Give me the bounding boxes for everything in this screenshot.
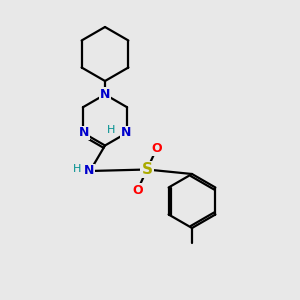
Text: H: H xyxy=(106,125,115,135)
Text: N: N xyxy=(84,164,94,178)
Text: N: N xyxy=(79,126,90,139)
Text: S: S xyxy=(142,162,152,177)
Text: O: O xyxy=(151,142,162,155)
Text: O: O xyxy=(132,184,143,197)
Text: N: N xyxy=(120,126,131,139)
Text: N: N xyxy=(100,88,110,101)
Text: H: H xyxy=(73,164,82,174)
